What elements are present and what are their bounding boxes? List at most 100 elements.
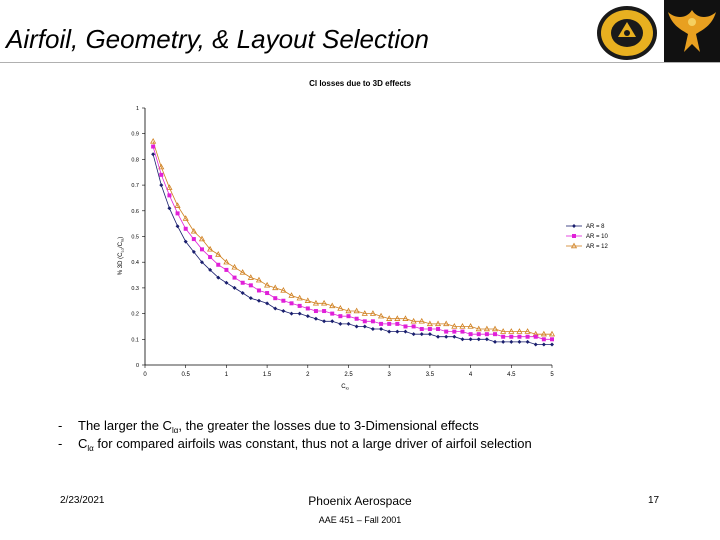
ar12-point <box>475 325 482 332</box>
ar8-point <box>175 224 180 229</box>
y-tick-label: 0 <box>136 363 139 369</box>
title-divider <box>0 62 720 63</box>
x-tick-label: 0.5 <box>182 372 191 378</box>
ar8-point <box>403 329 408 334</box>
ar12-point <box>459 323 466 329</box>
ar8-point <box>159 183 164 188</box>
ar10-point <box>305 306 310 311</box>
ar12-point <box>570 242 578 249</box>
ar10-point <box>159 172 164 177</box>
y-tick-label: 0.9 <box>131 132 139 138</box>
ar8-point <box>509 339 514 344</box>
legend-label: AR = 12 <box>586 244 609 250</box>
ar8-point <box>183 239 188 244</box>
ar8-point <box>191 249 196 254</box>
series-triangle <box>150 137 556 337</box>
ar10-point <box>289 301 294 306</box>
x-tick-label: 1.5 <box>263 372 272 378</box>
ar10-point <box>572 234 576 238</box>
ar10-point <box>411 324 416 329</box>
ar8-point <box>484 337 489 342</box>
ar12-point <box>426 320 433 327</box>
ar12-point <box>516 328 523 334</box>
y-label-sub1: Lα <box>120 247 125 252</box>
ar12-point <box>304 297 311 303</box>
ar10-point <box>175 211 180 216</box>
ar10-point <box>281 298 286 303</box>
footer-center: Phoenix Aerospace AAE 451 – Fall 2001 <box>260 494 460 525</box>
ar10-point <box>395 321 400 326</box>
bullet-dash: - <box>58 436 63 451</box>
ar8-point <box>167 206 172 211</box>
ar8-point <box>395 329 400 334</box>
ar8-point <box>427 332 432 337</box>
ar12-point <box>524 328 531 334</box>
ar10-point <box>403 324 408 329</box>
ar12-point <box>402 315 409 321</box>
x-tick-label: 3 <box>388 372 392 378</box>
ar8-point <box>232 285 237 290</box>
y-tick-label: 1 <box>136 106 139 112</box>
ar10-point <box>224 267 229 272</box>
ar10-point <box>167 193 172 198</box>
series-line <box>152 141 552 335</box>
ar8-point <box>493 339 498 344</box>
ar10-point <box>362 319 367 324</box>
ar12-point <box>255 276 263 283</box>
ar10-point <box>533 334 538 339</box>
bullet-text-pre: C <box>78 436 88 451</box>
y-axis-label: % 3D (CLα/Clα) <box>118 237 125 275</box>
ar8-point <box>256 298 261 303</box>
purdue-seal-logo <box>597 6 657 60</box>
ar10-point <box>476 332 481 337</box>
ar12-point <box>158 163 165 170</box>
legend-label: AR = 8 <box>586 224 605 230</box>
y-label-end: ) <box>118 237 124 239</box>
ar8-point <box>151 152 156 157</box>
ar8-point <box>468 337 473 342</box>
ar10-point <box>452 329 457 334</box>
y-tick-label: 0.3 <box>131 286 139 292</box>
ar12-point <box>247 274 254 280</box>
ar12-point <box>150 137 157 144</box>
ar12-point <box>443 320 450 327</box>
y-tick-label: 0.2 <box>131 312 139 318</box>
cl-loss-chart: Cl losses due to 3D effects % 3D (CLα/Cl… <box>118 79 609 390</box>
bullet-dash: - <box>58 418 63 433</box>
chart-title: Cl losses due to 3D effects <box>309 79 411 88</box>
ar10-point <box>322 309 327 314</box>
ar10-point <box>297 303 302 308</box>
ar10-point <box>216 262 221 267</box>
x-label-main: C <box>341 384 346 390</box>
ar12-point <box>353 307 360 314</box>
x-tick-label: 2.5 <box>344 372 353 378</box>
ar12-point <box>548 330 556 337</box>
ar8-point <box>517 339 522 344</box>
ar8-point <box>419 332 424 337</box>
ar12-point <box>361 310 368 316</box>
ar10-point <box>338 314 343 319</box>
ar12-point <box>264 281 271 288</box>
ar12-point <box>272 284 279 291</box>
x-tick-label: 3.5 <box>426 372 435 378</box>
ar10-point <box>265 291 270 296</box>
ar10-point <box>525 334 530 339</box>
ar12-point <box>386 315 393 321</box>
ar8-point <box>305 314 310 319</box>
x-tick-label: 2 <box>306 372 310 378</box>
ar8-point <box>476 337 481 342</box>
x-tick-label: 0 <box>143 372 147 378</box>
ar8-point <box>436 334 441 339</box>
ar12-point <box>223 258 230 265</box>
ar10-point <box>460 329 465 334</box>
ar8-point <box>281 309 286 314</box>
bullet-text: Clα for compared airfoils was constant, … <box>78 436 532 453</box>
ar8-point <box>265 301 270 306</box>
ar8-point <box>297 311 302 316</box>
y-tick-label: 0.1 <box>131 337 139 343</box>
ar8-point <box>248 296 253 301</box>
ar8-point <box>273 306 278 311</box>
ar12-point <box>239 269 246 275</box>
ar8-point <box>240 291 245 296</box>
legend-label: AR = 10 <box>586 234 609 240</box>
